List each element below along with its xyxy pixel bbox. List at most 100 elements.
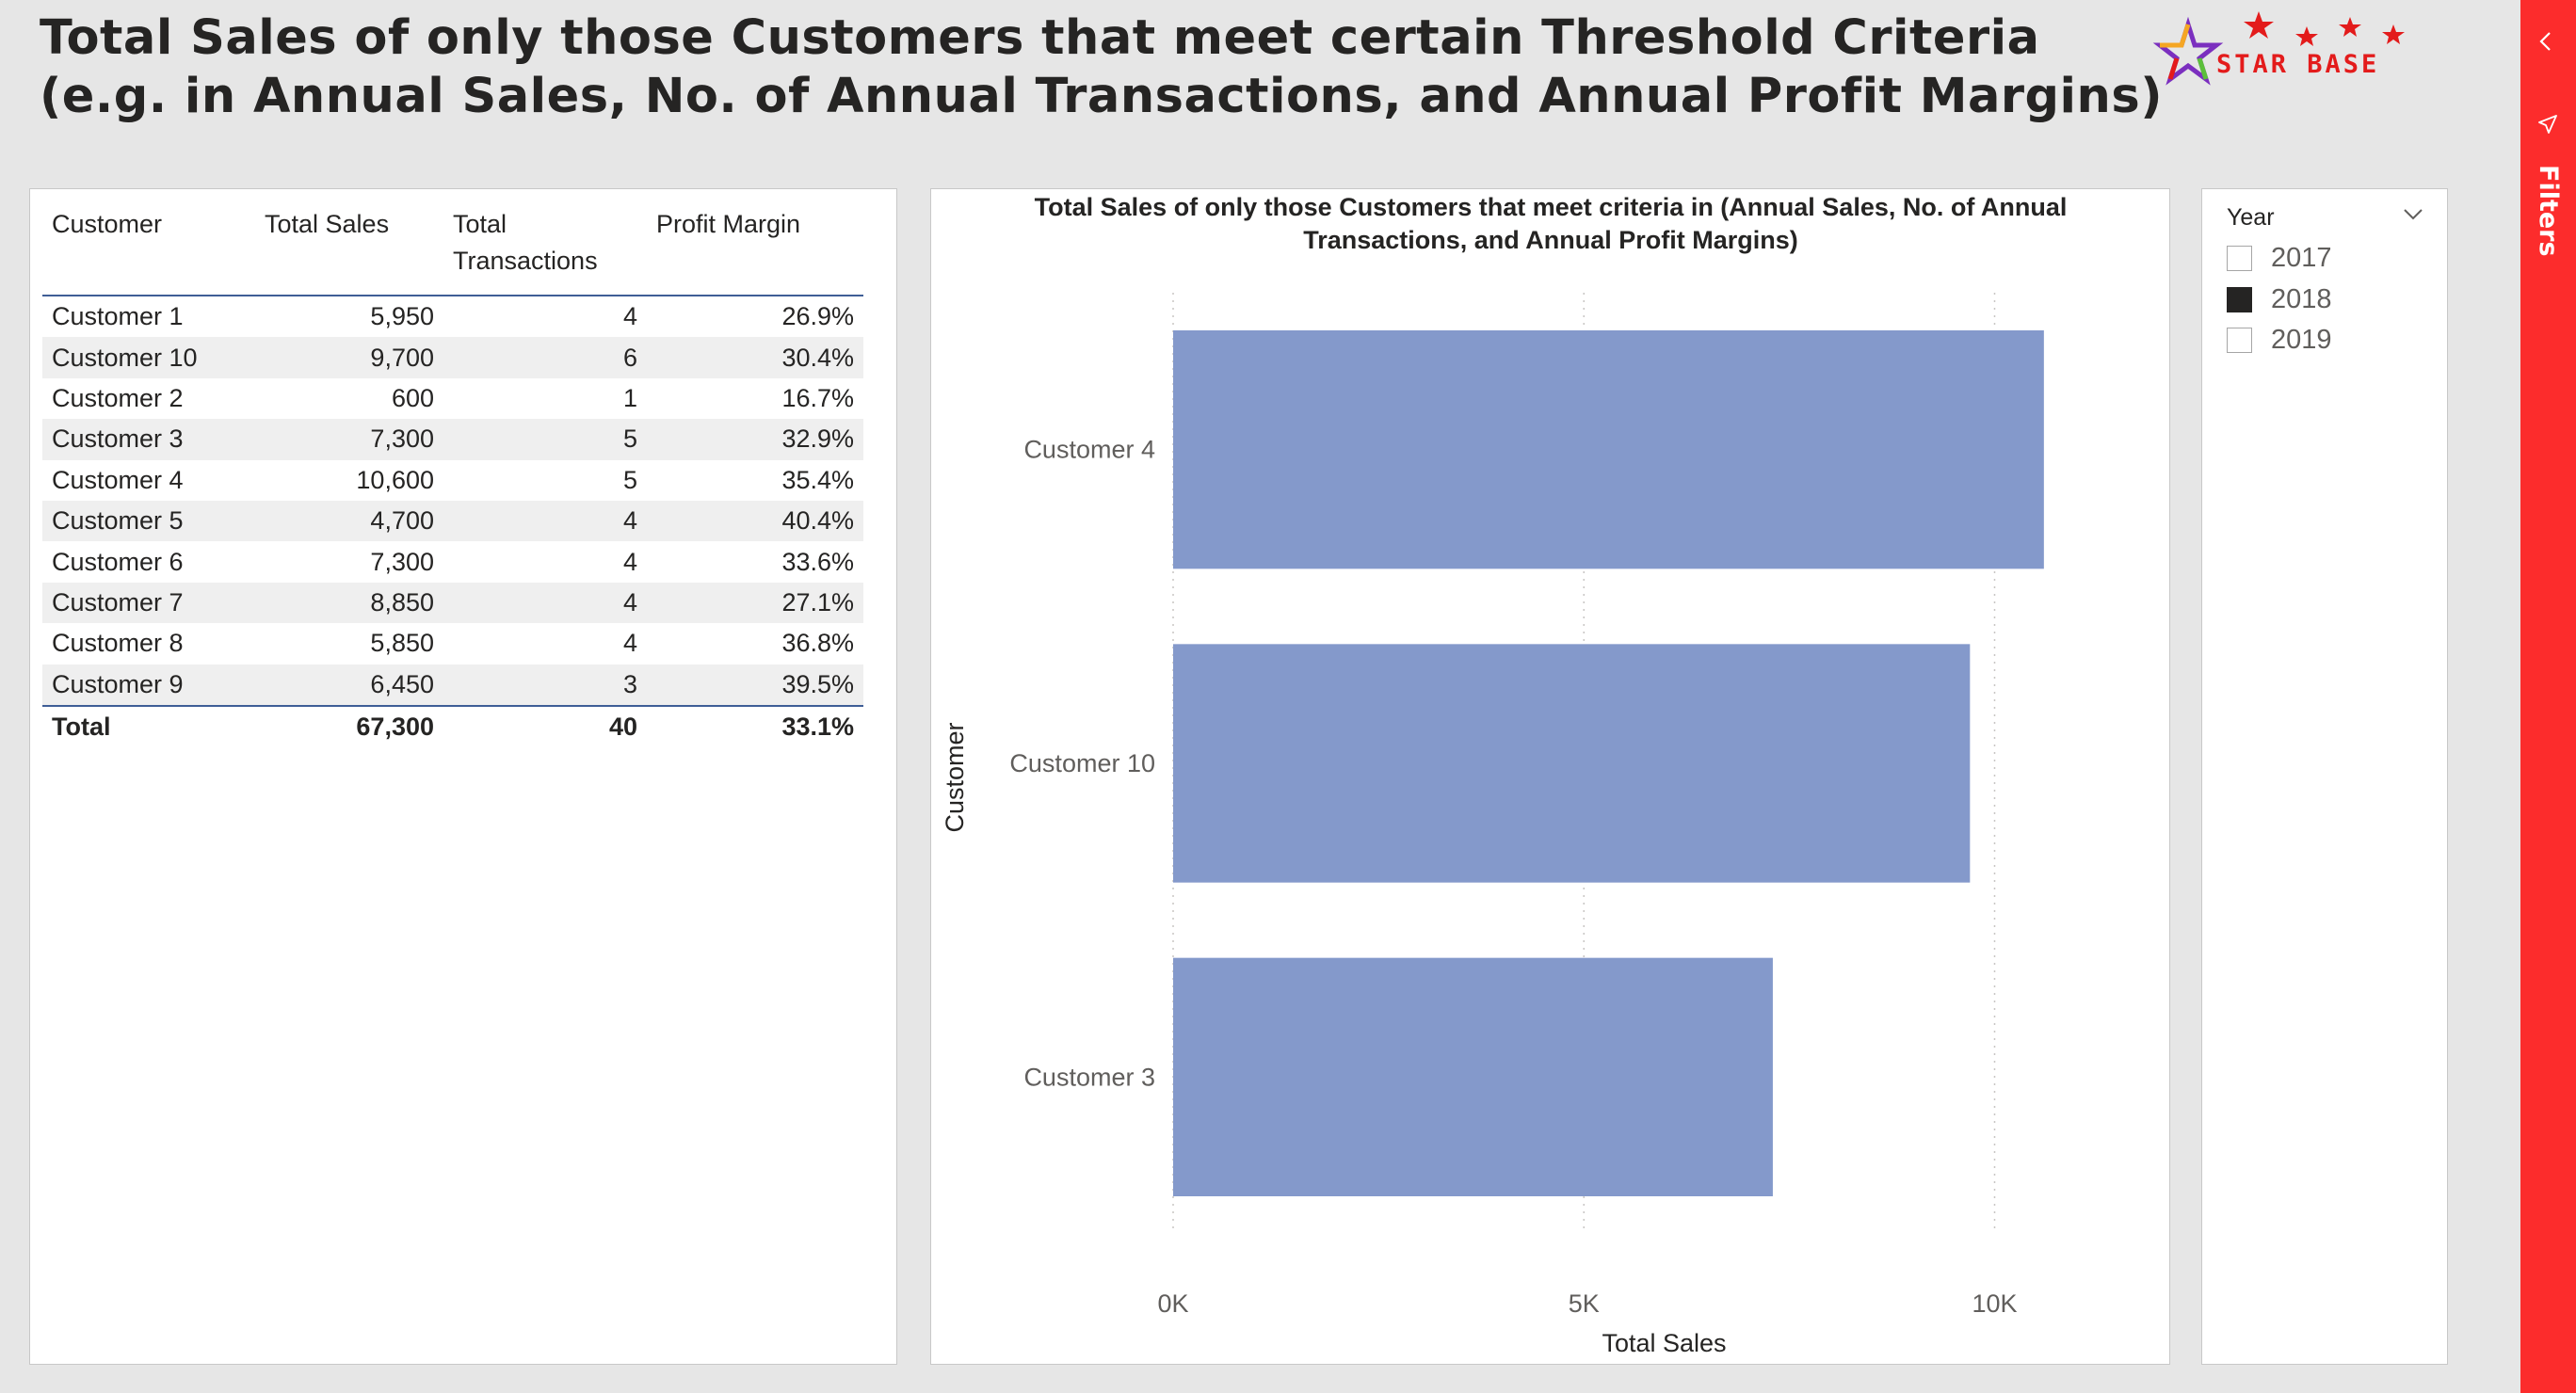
cell-sales: 5,950 <box>370 302 434 331</box>
cell-margin: 32.9% <box>647 419 863 460</box>
cell-transactions: 1 <box>622 383 637 412</box>
filter-funnel-icon <box>2538 115 2557 134</box>
cell-customer: Customer 8 <box>52 629 184 658</box>
cell-margin: 40.4% <box>647 500 863 542</box>
cell-customer: Customer 3 <box>42 419 255 460</box>
report-title: Total Sales of only those Customers that… <box>40 9 2163 126</box>
cell-transactions: 4 <box>622 547 637 576</box>
table-row[interactable]: Customer 5 4,700 4 40.4% <box>42 500 863 542</box>
table-total-row: Total 67,300 40 33.1% <box>42 704 863 748</box>
table-row[interactable]: Customer 4 10,600 5 35.4% <box>42 460 863 501</box>
checkbox-2019[interactable] <box>2227 328 2252 354</box>
cell-customer: Customer 1 <box>52 302 184 331</box>
filters-pane[interactable]: Filters <box>2520 0 2576 1393</box>
table-row[interactable]: Customer 9 6,450 3 39.5% <box>42 664 863 706</box>
cell-margin: 35.4% <box>781 465 854 494</box>
table-row[interactable]: Customer 8 5,850 4 36.8% <box>42 623 863 664</box>
logo-text: STAR BASE <box>2216 50 2380 79</box>
cell-transactions: 4 <box>622 302 637 331</box>
cell-sales: 6,450 <box>255 664 443 706</box>
y-tick-label: Customer 10 <box>1009 749 1155 777</box>
x-tick-label: 0K <box>1157 1289 1188 1318</box>
cell-customer: Customer 10 <box>42 337 255 378</box>
checkbox-2018[interactable] <box>2227 286 2252 312</box>
table-row[interactable]: Customer 3 7,300 5 32.9% <box>42 419 863 460</box>
cell-margin: 26.9% <box>781 302 854 331</box>
slicer-label: Year <box>2227 204 2275 231</box>
filters-pane-label[interactable]: Filters <box>2534 165 2563 257</box>
cell-sales: 7,300 <box>370 547 434 576</box>
total-sales: 67,300 <box>255 704 443 748</box>
checkbox-2017[interactable] <box>2227 246 2252 272</box>
cell-transactions: 4 <box>443 500 647 542</box>
total-margin: 33.1% <box>647 704 863 748</box>
star-logo-icon <box>2152 11 2405 86</box>
table-row[interactable]: Customer 2 600 1 16.7% <box>42 378 863 419</box>
cell-transactions: 5 <box>443 419 647 460</box>
cell-sales: 600 <box>391 383 434 412</box>
cell-margin: 27.1% <box>647 582 863 624</box>
table-row[interactable]: Customer 6 7,300 4 33.6% <box>42 541 863 582</box>
cell-transactions: 4 <box>622 629 637 658</box>
x-tick-label: 5K <box>1569 1289 1600 1318</box>
star-base-logo: STAR BASE <box>2150 6 2423 104</box>
x-tick-label: 10K <box>1972 1289 2017 1318</box>
cell-margin: 30.4% <box>647 337 863 378</box>
column-header-profit-margin[interactable]: Profit Margin <box>647 200 863 296</box>
cell-sales: 7,300 <box>255 419 443 460</box>
customer-table: Customer Total Sales Total Transactions P… <box>42 200 863 748</box>
chart-title-line-1: Total Sales of only those Customers that… <box>1034 193 2068 221</box>
table-row[interactable]: Customer 7 8,850 4 27.1% <box>42 582 863 624</box>
cell-sales: 8,850 <box>255 582 443 624</box>
cell-customer: Customer 7 <box>42 582 255 624</box>
sales-bar-chart-visual[interactable]: 0K 5K 10K Customer 4 Customer 10 Customer 3 To… <box>930 188 2170 1365</box>
report-title-line-1: Total Sales of only those Customers that… <box>40 10 2040 66</box>
cell-transactions: 6 <box>443 337 647 378</box>
option-label: 2019 <box>2271 325 2332 356</box>
year-slicer[interactable]: Year 2017 2018 2019 <box>2201 188 2448 1365</box>
column-header-total-sales[interactable]: Total Sales <box>255 200 443 296</box>
report-title-line-2: (e.g. in Annual Sales, No. of Annual Tra… <box>40 69 2164 124</box>
table-header-row: Customer Total Sales Total Transactions P… <box>42 200 863 296</box>
cell-customer: Customer 4 <box>52 465 184 494</box>
slicer-options: 2017 2018 2019 <box>2227 238 2332 361</box>
option-label: 2018 <box>2271 283 2332 314</box>
chevron-down-icon[interactable] <box>2402 202 2424 225</box>
cell-customer: Customer 6 <box>52 547 184 576</box>
cell-margin: 33.6% <box>781 547 854 576</box>
chevron-left-icon[interactable] <box>2533 28 2559 55</box>
bar[interactable] <box>1173 644 1971 883</box>
total-transactions: 40 <box>443 704 647 748</box>
cell-sales: 10,600 <box>356 465 434 494</box>
cell-margin: 16.7% <box>781 383 854 412</box>
bar[interactable] <box>1173 330 2044 569</box>
sales-bar-chart: 0K 5K 10K Customer 4 Customer 10 Customer 3 To… <box>941 293 2044 1357</box>
option-label: 2017 <box>2271 243 2332 274</box>
cell-sales: 4,700 <box>255 500 443 542</box>
cell-sales: 5,850 <box>370 629 434 658</box>
cell-customer: Customer 2 <box>52 383 184 412</box>
bar[interactable] <box>1173 957 1773 1196</box>
y-axis-title: Customer <box>941 722 969 832</box>
slicer-header[interactable]: Year <box>2227 200 2424 238</box>
customer-table-visual[interactable]: Customer Total Sales Total Transactions P… <box>29 188 897 1365</box>
cell-transactions: 3 <box>443 664 647 706</box>
chart-title-line-2: Transactions, and Annual Profit Margins) <box>1303 226 1798 254</box>
x-axis-title: Total Sales <box>1602 1329 1726 1357</box>
slicer-option-2019[interactable]: 2019 <box>2227 320 2332 361</box>
cell-customer: Customer 9 <box>42 664 255 706</box>
y-tick-label: Customer 4 <box>1023 436 1155 464</box>
cell-customer: Customer 5 <box>42 500 255 542</box>
cell-transactions: 5 <box>622 465 637 494</box>
chart-title: Total Sales of only those Customers that… <box>988 191 2114 257</box>
y-tick-label: Customer 3 <box>1023 1063 1155 1091</box>
slicer-option-2018[interactable]: 2018 <box>2227 280 2332 321</box>
cell-margin: 36.8% <box>781 629 854 658</box>
column-header-customer[interactable]: Customer <box>42 200 255 296</box>
slicer-option-2017[interactable]: 2017 <box>2227 238 2332 280</box>
cell-transactions: 4 <box>443 582 647 624</box>
total-label: Total <box>42 704 255 748</box>
column-header-total-transactions[interactable]: Total Transactions <box>443 200 647 296</box>
table-row[interactable]: Customer 1 5,950 4 26.9% <box>42 296 863 337</box>
table-row[interactable]: Customer 10 9,700 6 30.4% <box>42 337 863 378</box>
